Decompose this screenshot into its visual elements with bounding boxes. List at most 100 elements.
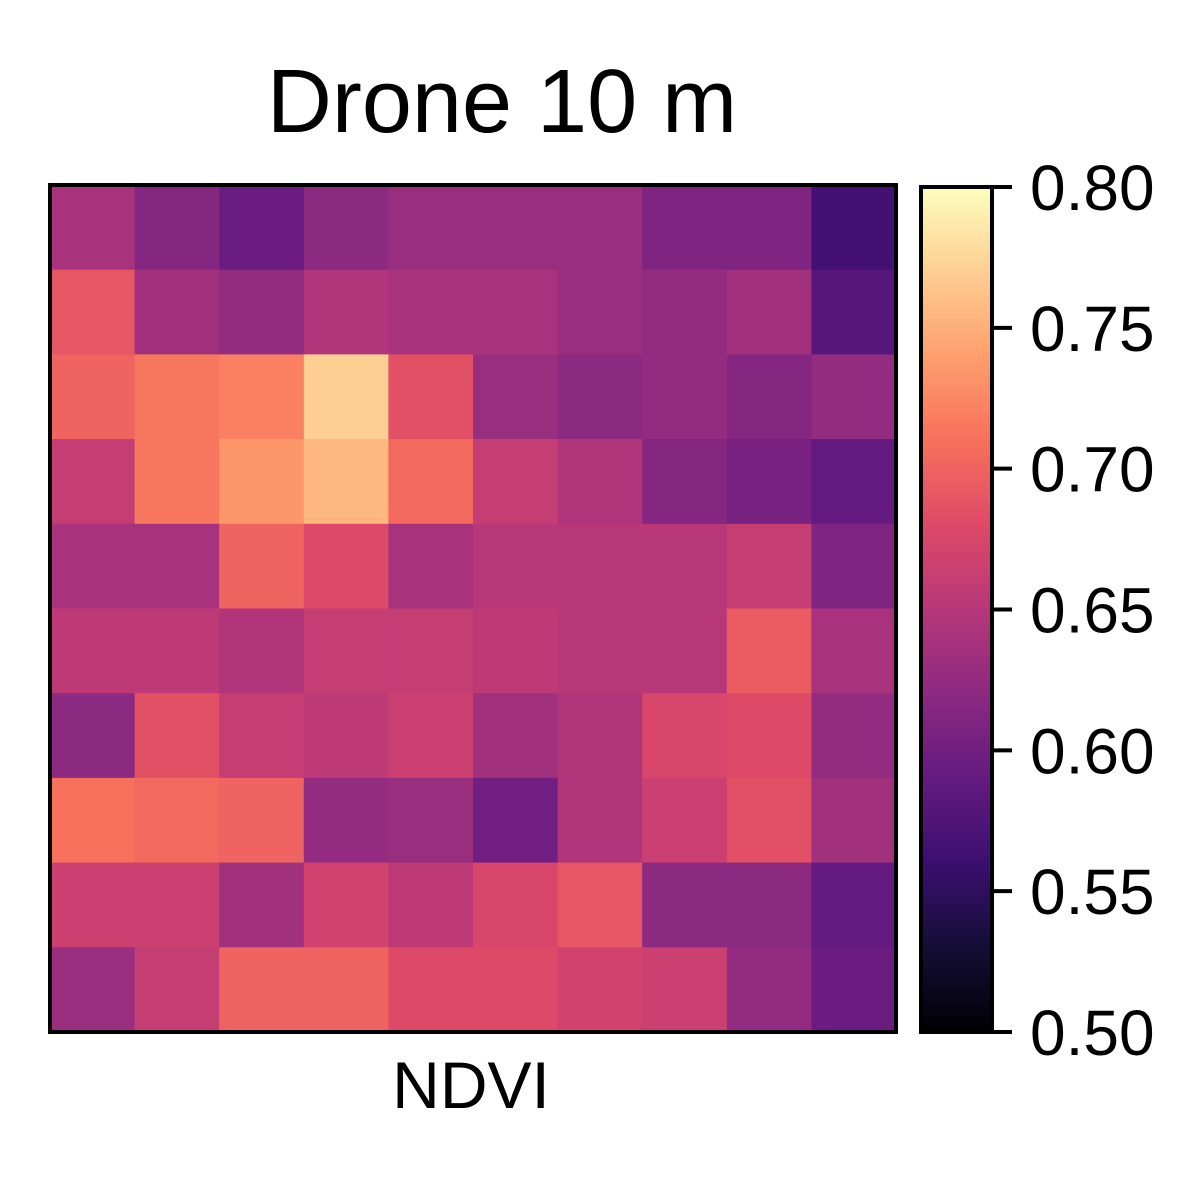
- heatmap-cell: [50, 947, 136, 1033]
- heatmap-cell: [557, 439, 643, 525]
- heatmap-cell: [726, 777, 812, 864]
- heatmap-cell: [388, 354, 474, 440]
- heatmap-cell: [134, 693, 220, 779]
- heatmap-cell: [557, 269, 643, 355]
- colorbar: 0.50 0.55 0.60 0.65 0.70 0.75 0.80: [919, 152, 1155, 1069]
- heatmap-cell: [473, 269, 559, 355]
- colorbar-gradient: [919, 185, 994, 1034]
- heatmap-cell: [557, 523, 643, 610]
- heatmap-cell: [303, 439, 389, 525]
- heatmap-cell: [726, 693, 812, 779]
- heatmap-cell: [642, 862, 728, 948]
- heatmap-cell: [473, 777, 559, 864]
- heatmap-cell: [473, 185, 559, 271]
- heatmap-cell: [642, 693, 728, 779]
- heatmap-cell: [811, 947, 897, 1033]
- colorbar-tick-label: 0.80: [1030, 152, 1155, 224]
- heatmap-cell: [726, 523, 812, 610]
- heatmap-cell: [726, 608, 812, 694]
- heatmap-cell: [642, 439, 728, 525]
- colorbar-tick-label: 0.55: [1030, 856, 1155, 928]
- heatmap-cell: [557, 693, 643, 779]
- colorbar-ticks: 0.50 0.55 0.60 0.65 0.70 0.75 0.80: [992, 152, 1155, 1069]
- heatmap-cell: [388, 947, 474, 1033]
- heatmap-cell: [219, 608, 305, 694]
- heatmap-cell: [134, 269, 220, 355]
- x-axis-label: NDVI: [392, 1048, 550, 1122]
- heatmap-cell: [303, 354, 389, 440]
- heatmap-cell: [303, 947, 389, 1033]
- heatmap-cell: [303, 185, 389, 271]
- heatmap-cell: [642, 354, 728, 440]
- heatmap-cell: [557, 777, 643, 864]
- heatmap-cell: [134, 608, 220, 694]
- heatmap-cell: [557, 608, 643, 694]
- heatmap-cell: [50, 354, 136, 440]
- heatmap-cell: [726, 269, 812, 355]
- heatmap-cell: [50, 693, 136, 779]
- heatmap-cell: [50, 185, 136, 271]
- heatmap-cell: [50, 439, 136, 525]
- heatmap-cell: [219, 777, 305, 864]
- heatmap-cell: [303, 777, 389, 864]
- heatmap-cell: [388, 693, 474, 779]
- heatmap-cell: [388, 862, 474, 948]
- heatmap-cell: [726, 862, 812, 948]
- colorbar-tick-label: 0.65: [1030, 575, 1155, 647]
- heatmap-cell: [726, 185, 812, 271]
- heatmap-cell: [303, 523, 389, 610]
- heatmap-cell: [134, 862, 220, 948]
- heatmap-cell: [557, 862, 643, 948]
- heatmap-cell: [811, 354, 897, 440]
- heatmap-cell: [473, 439, 559, 525]
- chart-title: Drone 10 m: [267, 52, 737, 152]
- heatmap-cell: [303, 693, 389, 779]
- heatmap-cell: [50, 269, 136, 355]
- heatmap-cell: [473, 523, 559, 610]
- heatmap-cell: [219, 269, 305, 355]
- heatmap-cell: [473, 862, 559, 948]
- heatmap-cell: [388, 269, 474, 355]
- heatmap-cell: [726, 947, 812, 1033]
- heatmap-cell: [134, 439, 220, 525]
- heatmap-cell: [303, 862, 389, 948]
- heatmap-cell: [303, 608, 389, 694]
- heatmap-cell: [50, 862, 136, 948]
- heatmap-cell: [219, 693, 305, 779]
- heatmap-cell: [219, 523, 305, 610]
- heatmap-cell: [50, 777, 136, 864]
- heatmap-cell: [557, 354, 643, 440]
- heatmap-cell: [134, 947, 220, 1033]
- heatmap-cell: [134, 777, 220, 864]
- heatmap-cell: [219, 439, 305, 525]
- heatmap-cell: [642, 608, 728, 694]
- heatmap-cell: [388, 185, 474, 271]
- colorbar-tick-label: 0.75: [1030, 293, 1155, 365]
- heatmap-cell: [388, 523, 474, 610]
- heatmap-cells: [50, 185, 897, 1033]
- heatmap-frame: [48, 183, 898, 1034]
- heatmap-cell: [473, 947, 559, 1033]
- heatmap-cell: [811, 523, 897, 610]
- heatmap-cell: [811, 269, 897, 355]
- heatmap-cell: [642, 523, 728, 610]
- heatmap-cell: [811, 185, 897, 271]
- heatmap-cell: [388, 608, 474, 694]
- colorbar-tick-label: 0.50: [1030, 997, 1155, 1069]
- heatmap-cell: [50, 523, 136, 610]
- heatmap-cell: [811, 693, 897, 779]
- heatmap-cell: [642, 947, 728, 1033]
- heatmap-cell: [642, 269, 728, 355]
- heatmap-cell: [811, 777, 897, 864]
- heatmap-cell: [388, 439, 474, 525]
- heatmap-cell: [134, 523, 220, 610]
- heatmap-cell: [811, 862, 897, 948]
- heatmap-cell: [134, 185, 220, 271]
- heatmap-cell: [473, 608, 559, 694]
- heatmap-cell: [811, 439, 897, 525]
- heatmap-cell: [726, 439, 812, 525]
- heatmap-cell: [219, 862, 305, 948]
- heatmap-cell: [726, 354, 812, 440]
- heatmap-cell: [642, 185, 728, 271]
